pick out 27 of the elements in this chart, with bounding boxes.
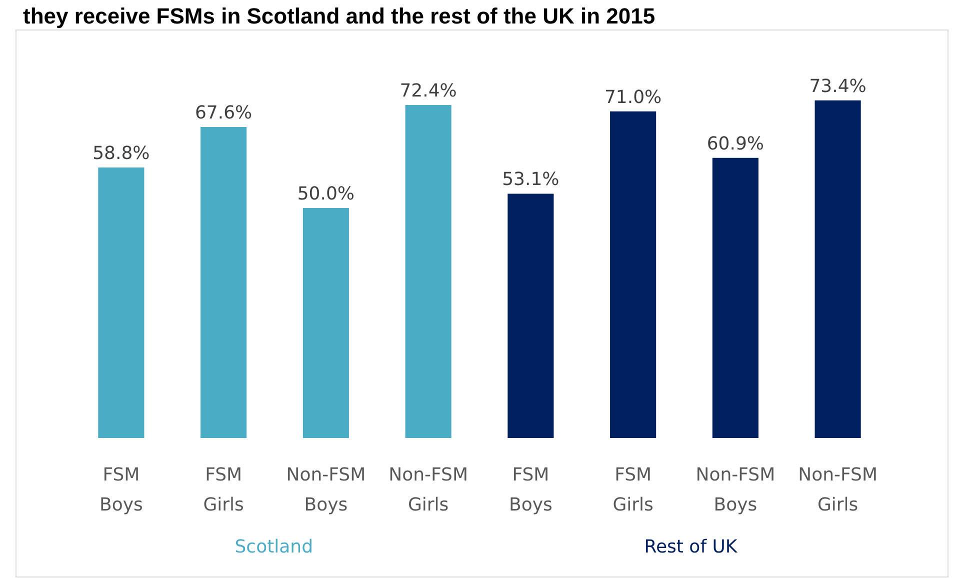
bar — [405, 104, 452, 438]
x-tick-label: FSM Boys — [99, 464, 143, 516]
bar — [302, 208, 349, 438]
x-tick-label: FSM Girls — [612, 464, 654, 516]
bar — [98, 168, 144, 438]
text: Scotland — [234, 536, 314, 558]
x-tick-label: Non-FSM Boys — [696, 464, 776, 516]
x-tick-label: FSM Girls — [203, 464, 244, 516]
data-label: 58.8% — [92, 143, 150, 164]
bar — [508, 194, 554, 438]
bar — [712, 158, 758, 438]
data-label: 71.0% — [604, 86, 662, 108]
bar — [200, 127, 247, 438]
data-label: 72.4% — [400, 80, 457, 102]
bar — [610, 111, 656, 438]
data-label: 53.1% — [502, 169, 560, 190]
data-label: 73.4% — [809, 76, 866, 97]
x-tick-label: FSM Boys — [508, 464, 552, 516]
x-tick-label: Non-FSM Boys — [286, 464, 366, 516]
x-tick-label: Non-FSM Girls — [388, 464, 468, 516]
text: Rest of UK — [644, 536, 738, 558]
data-label: 67.6% — [194, 102, 252, 124]
x-tick-label: Non-FSM Girls — [798, 464, 878, 516]
chart-title: they receive FSMs in Scotland and the rest of the UK in 2015 — [23, 4, 656, 28]
bar — [814, 100, 861, 438]
data-label: 50.0% — [297, 184, 355, 204]
data-label: 60.9% — [706, 133, 764, 154]
